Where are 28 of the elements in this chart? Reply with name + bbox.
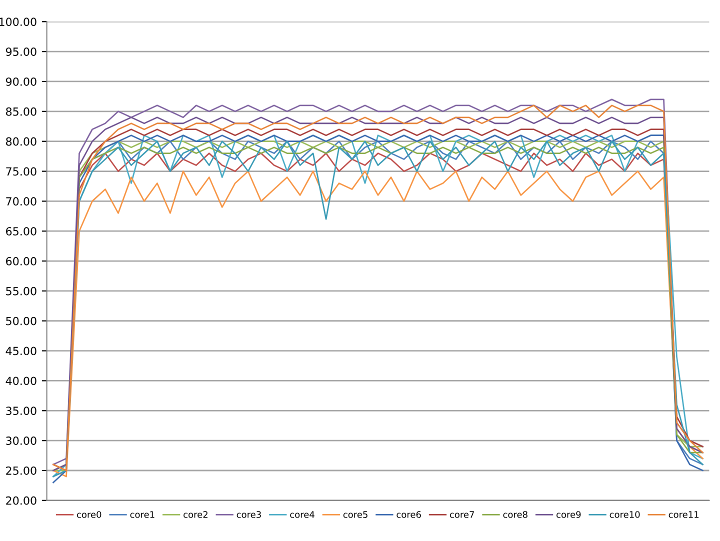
y-tick-label: 75.00 [6, 167, 36, 176]
y-tick-label: 55.00 [6, 286, 36, 296]
y-tick-label: 65.00 [6, 227, 36, 236]
y-tick-label: 90.00 [6, 77, 36, 86]
y-tick-label: 45.00 [6, 346, 36, 356]
legend-label: core2 [184, 511, 208, 518]
y-tick-label: 35.00 [6, 406, 36, 416]
legend-label: core0 [76, 511, 102, 518]
legend-label: core6 [396, 511, 421, 518]
legend-label: core9 [556, 511, 581, 518]
legend-label: core4 [290, 511, 314, 518]
legend-label: core1 [130, 511, 154, 518]
y-tick-label: 40.00 [6, 376, 36, 386]
legend-label: core11 [668, 511, 699, 518]
legend-label: core10 [610, 511, 640, 518]
y-tick-label: 20.00 [6, 496, 36, 505]
legend-label: core3 [236, 511, 261, 518]
legend-label: core8 [503, 511, 528, 518]
y-tick-label: 85.00 [6, 107, 36, 116]
y-tick-label: 50.00 [6, 316, 36, 326]
y-tick-label: 70.00 [6, 197, 36, 206]
y-tick-label: 25.00 [6, 466, 36, 475]
y-tick-label: 30.00 [6, 436, 36, 445]
y-tick-label: 60.00 [6, 257, 36, 266]
legend-label: core7 [450, 511, 474, 518]
y-tick-label: 80.00 [6, 137, 36, 146]
y-tick-label: 95.00 [6, 48, 36, 56]
legend-label: core5 [343, 511, 368, 518]
